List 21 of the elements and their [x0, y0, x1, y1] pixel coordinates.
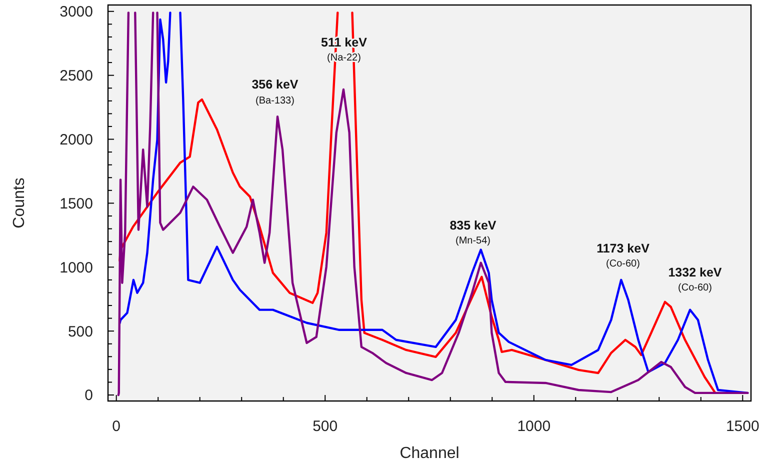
x-tick-label: 1000 — [517, 418, 551, 435]
y-tick-label: 0 — [84, 387, 93, 404]
annotation: 835 keV — [450, 218, 497, 232]
y-tick-label: 1000 — [60, 259, 93, 276]
annotation: (Co-60) — [678, 282, 712, 294]
annotation: (Co-60) — [606, 258, 640, 270]
annotation: (Mn-54) — [455, 236, 491, 246]
x-axis-title: Channel — [400, 445, 460, 462]
y-tick-label: 2000 — [60, 132, 93, 149]
y-axis-title: Counts — [11, 178, 28, 228]
annotation: 1332 keV — [668, 265, 722, 280]
x-tick-label: 500 — [312, 418, 338, 435]
y-tick-label: 3000 — [60, 4, 93, 21]
x-tick-label: 1500 — [726, 418, 760, 435]
annotation: 1173 keV — [596, 241, 650, 256]
annotation: (Ba-133) — [256, 96, 294, 106]
y-tick-label: 1500 — [60, 195, 93, 212]
x-tick-label: 0 — [112, 418, 121, 435]
y-tick-label: 2500 — [60, 68, 93, 85]
annotation: 356 keV — [252, 77, 299, 92]
y-tick-label: 500 — [68, 323, 93, 340]
